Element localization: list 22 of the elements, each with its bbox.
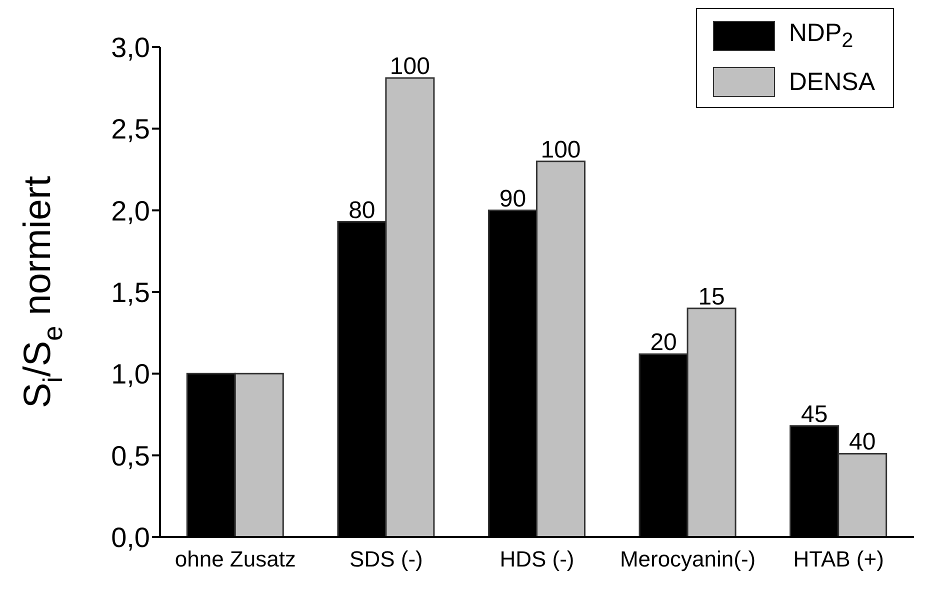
y-tick-label: 0,5	[111, 440, 150, 472]
y-tick-label: 3,0	[111, 32, 150, 63]
y-tick-label: 2,5	[111, 114, 150, 145]
annotation: 45	[800, 400, 828, 428]
y-tick-label: 0,0	[111, 522, 150, 553]
annotation: 80	[348, 196, 376, 224]
annotation: 15	[698, 283, 725, 310]
x-tick-label: ohne Zusatz	[174, 546, 296, 572]
x-tick-label: SDS (-)	[350, 546, 423, 572]
y-tick-label: 1,5	[111, 276, 150, 308]
annotation: 20	[650, 329, 677, 356]
x-tick-label: HTAB (+)	[793, 546, 884, 572]
annotation: 90	[499, 185, 526, 212]
annotation: 40	[848, 428, 876, 456]
x-tick-label: HDS (-)	[500, 546, 574, 572]
x-tick-label: Merocyanin(-)	[620, 546, 756, 572]
annotation: 100	[390, 53, 430, 80]
y-tick-label: 1,0	[111, 358, 150, 390]
y-tick-label: 2,0	[111, 195, 150, 226]
legend-label: NDP$_{2}$	[788, 19, 854, 53]
annotation: 100	[540, 136, 581, 164]
legend-label: DENSA	[788, 68, 875, 96]
